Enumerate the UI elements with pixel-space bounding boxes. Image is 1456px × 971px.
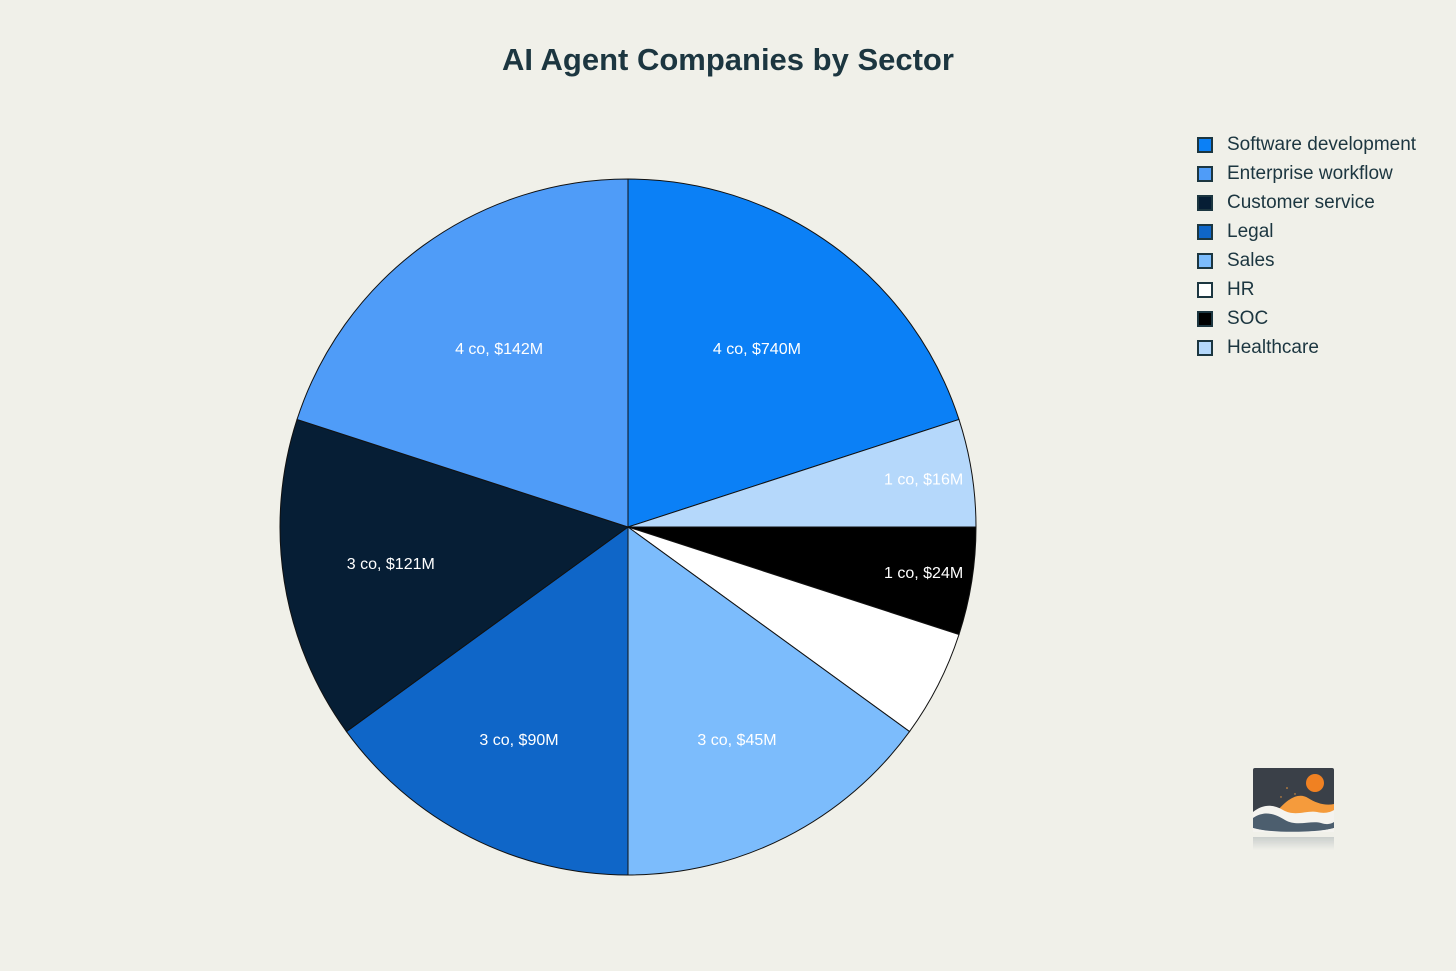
legend-item-label: Software development	[1227, 133, 1417, 155]
pie-slice-legal[interactable]	[345, 526, 629, 876]
legend-item-label: Enterprise workflow	[1227, 162, 1393, 184]
landscape-logo-image	[1253, 768, 1334, 833]
legend: Software development Enterprise workflow C…	[1197, 130, 1416, 362]
legend-swatch-icon	[1197, 194, 1213, 211]
legend-swatch-icon	[1197, 252, 1213, 269]
legend-item-enterprise-workflow[interactable]: Enterprise workflow	[1197, 159, 1416, 188]
logo-reflection	[1253, 837, 1334, 859]
legend-item-healthcare[interactable]: Healthcare	[1197, 333, 1416, 362]
legend-swatch-icon	[1197, 339, 1213, 356]
legend-swatch-icon	[1197, 310, 1213, 327]
pie-slice-software-development[interactable]	[627, 178, 960, 528]
legend-item-legal[interactable]: Legal	[1197, 217, 1416, 246]
legend-swatch-icon	[1197, 223, 1213, 240]
pie-slice-enterprise-workflow[interactable]	[296, 178, 629, 528]
legend-item-hr[interactable]: HR	[1197, 275, 1416, 304]
legend-item-label: HR	[1227, 278, 1255, 300]
legend-item-software-development[interactable]: Software development	[1197, 130, 1416, 159]
legend-swatch-icon	[1197, 136, 1213, 153]
legend-item-label: Legal	[1227, 220, 1274, 242]
legend-item-soc[interactable]: SOC	[1197, 304, 1416, 333]
legend-item-sales[interactable]: Sales	[1197, 246, 1416, 275]
legend-item-label: Customer service	[1227, 191, 1375, 213]
pie-slice-customer-service[interactable]	[279, 418, 630, 733]
legend-swatch-icon	[1197, 281, 1213, 298]
publication-logo	[1253, 768, 1334, 859]
legend-item-label: SOC	[1227, 307, 1269, 329]
chart-title: AI Agent Companies by Sector	[502, 42, 954, 77]
legend-item-label: Sales	[1227, 249, 1275, 271]
legend-item-customer-service[interactable]: Customer service	[1197, 188, 1416, 217]
legend-swatch-icon	[1197, 165, 1213, 182]
legend-item-label: Healthcare	[1227, 336, 1319, 358]
pie-slice-sales[interactable]	[627, 526, 911, 876]
